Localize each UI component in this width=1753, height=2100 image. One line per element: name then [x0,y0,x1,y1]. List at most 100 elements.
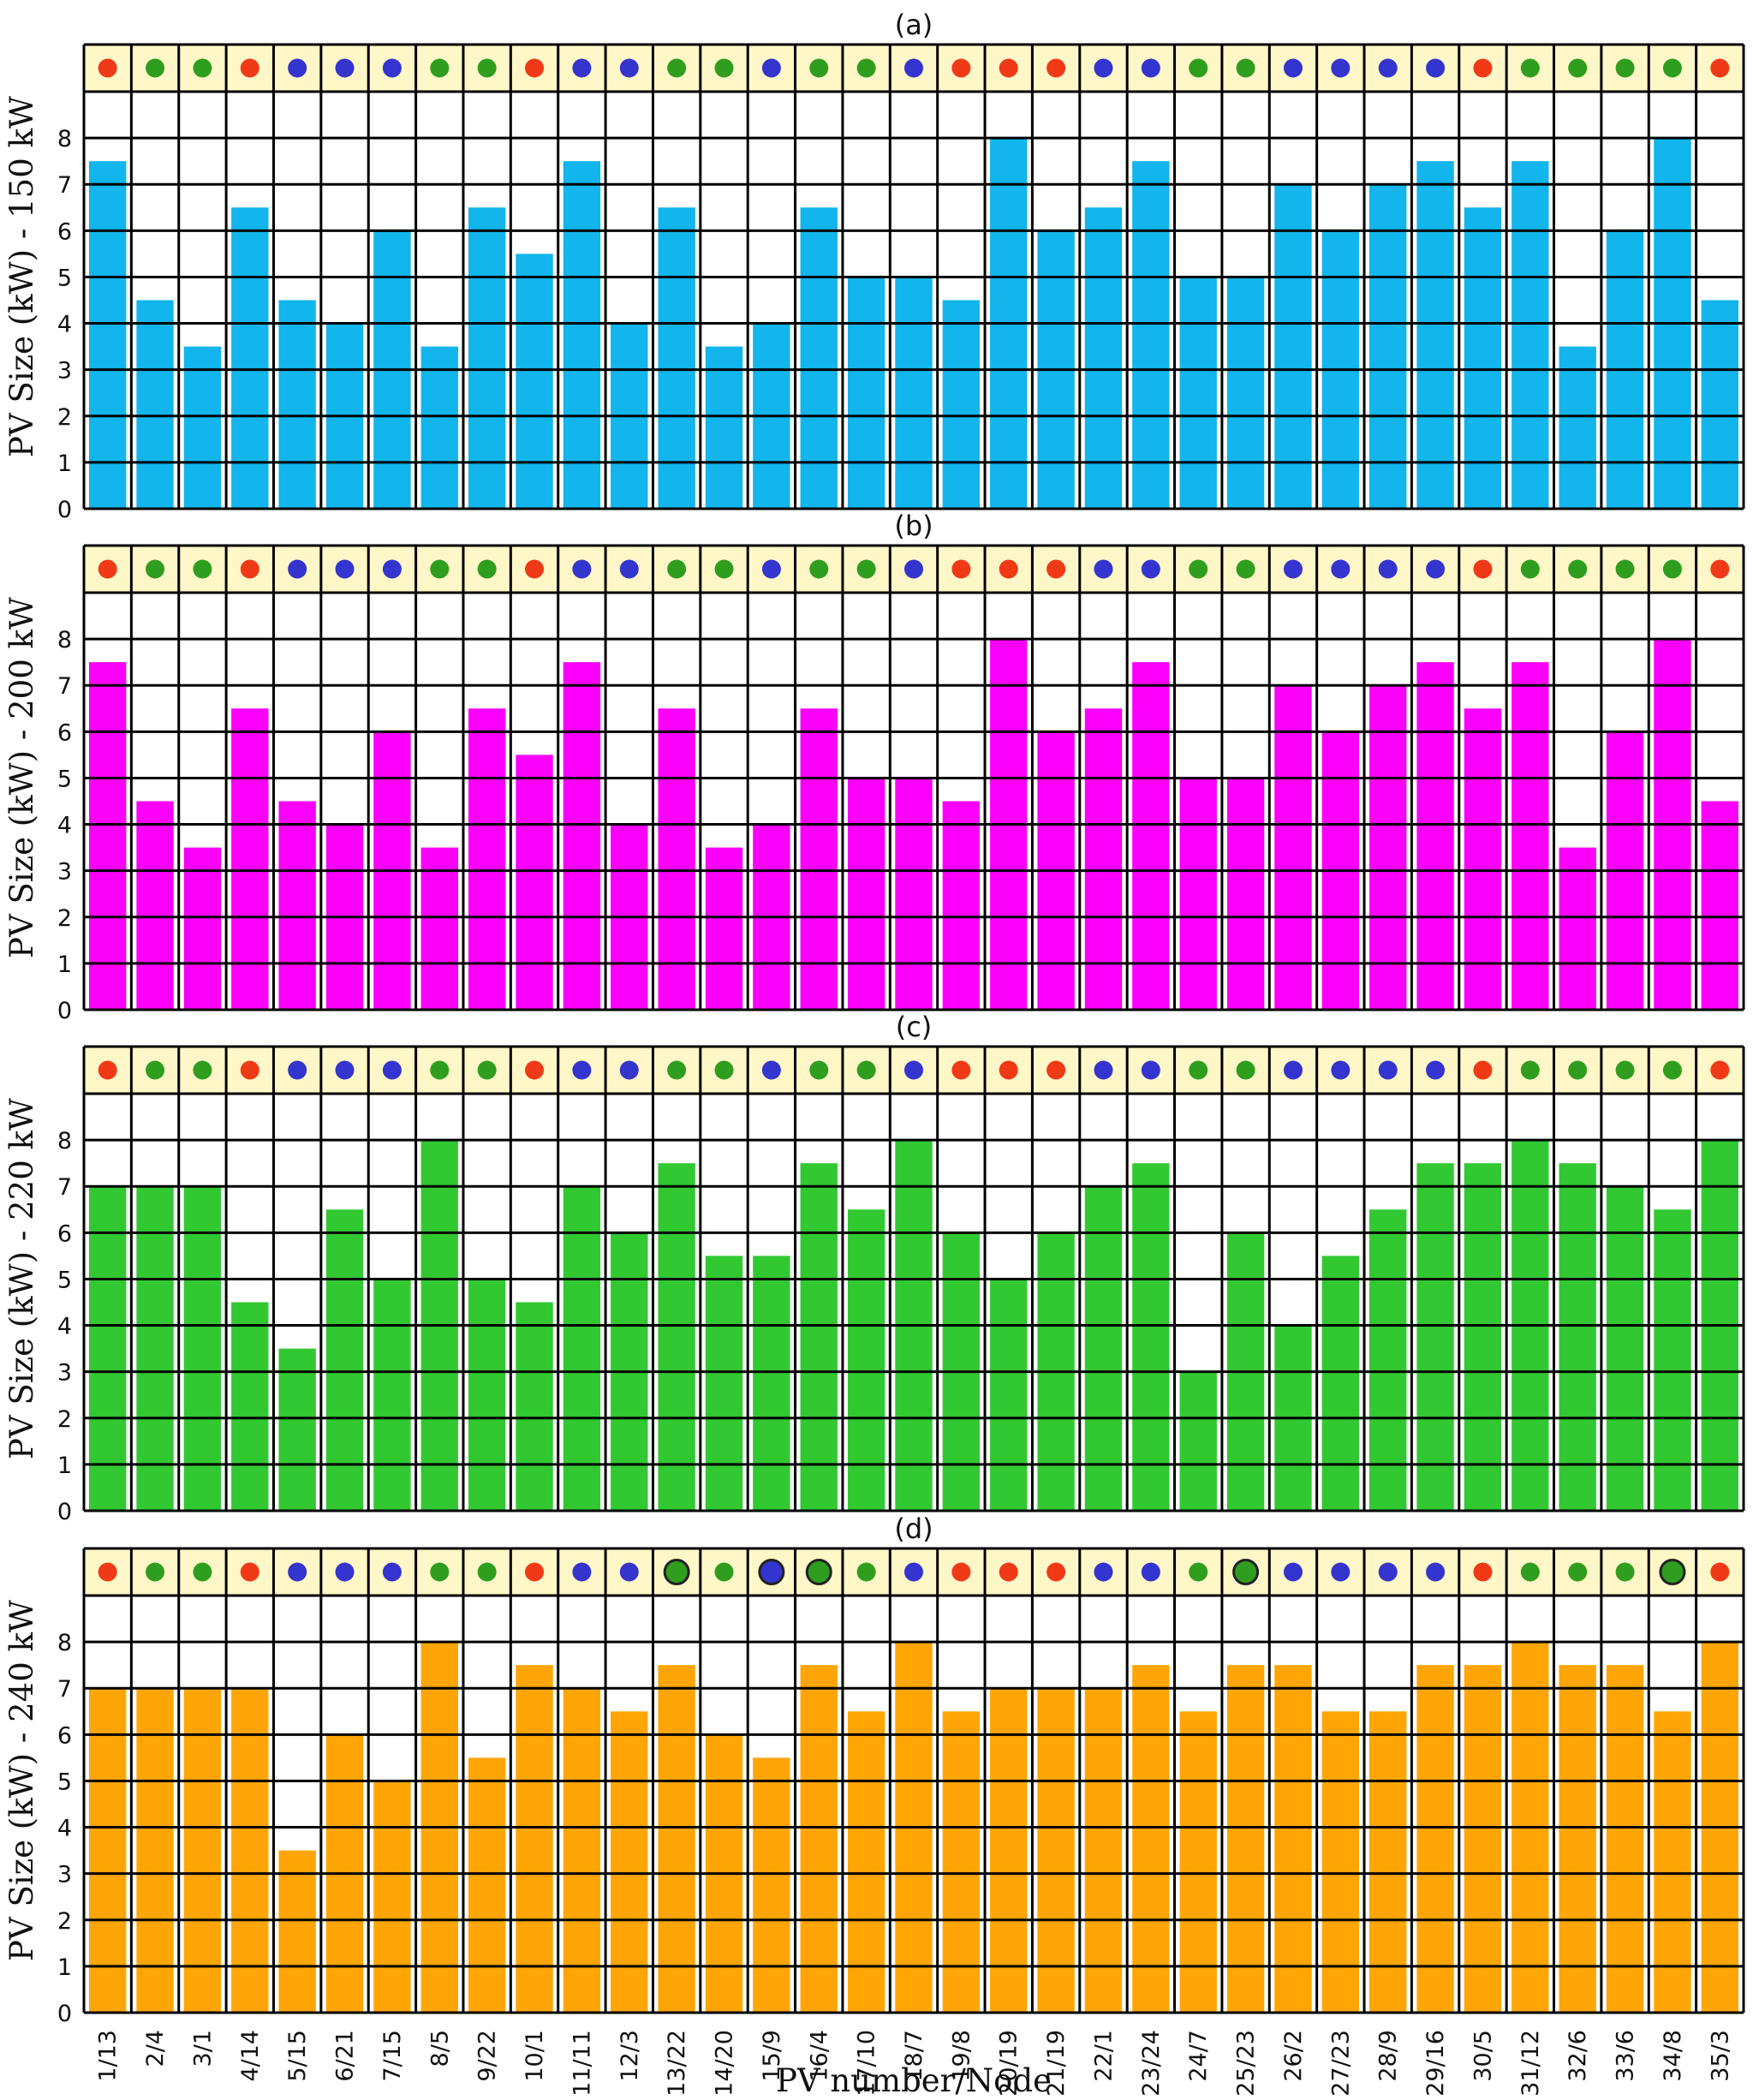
x-tick-label: 23/24 [1138,2030,1165,2097]
phase-marker-blue [1141,1060,1160,1080]
phase-marker-red [999,1060,1018,1080]
x-tick-label: 26/2 [1280,2030,1307,2082]
y-tick-label: 7 [57,673,72,700]
bar-20/19 [990,1688,1028,2013]
bar-22/1 [1084,708,1123,1010]
phase-marker-blue [382,1562,402,1582]
x-tick-label: 15/9 [759,2030,785,2082]
phase-marker-blue [1331,58,1351,78]
phase-marker-blue [288,1060,307,1080]
phase-marker-blue [619,1562,639,1582]
phase-marker-green [430,1060,450,1080]
bar-16/4 [800,1665,838,2013]
x-tick-label: 5/15 [284,2030,311,2082]
bar-13/22 [658,207,695,509]
phase-marker-green [1662,1060,1682,1080]
phase-marker-green [430,559,450,579]
phase-marker-blue [619,58,639,78]
bar-32/6 [1559,346,1596,509]
x-tick-label: 20/19 [996,2030,1023,2097]
x-tick-label: 25/23 [1233,2030,1260,2097]
bar-1/13 [89,161,127,509]
phase-marker-red [1473,1060,1493,1080]
bar-1/13 [89,1186,127,1511]
x-tick-label: 1/13 [95,2030,122,2082]
bar-11/11 [563,1186,601,1511]
phase-marker-red [951,1562,971,1582]
bar-26/2 [1274,685,1312,1010]
phase-marker-red [951,559,971,579]
phase-marker-green [193,1562,212,1582]
phase-marker-blue [904,1060,923,1080]
phase-marker-green [1615,58,1635,78]
bar-2/4 [136,1688,174,2013]
y-tick-label: 6 [57,719,72,746]
phase-marker-blue [572,1060,592,1080]
y-tick-label: 6 [57,218,72,245]
bar-30/5 [1464,1163,1502,1511]
bar-19/8 [942,300,981,509]
phase-marker-green [805,1559,832,1585]
phase-marker-green [146,1060,165,1080]
bar-33/6 [1606,1186,1644,1511]
phase-marker-blue [1283,1562,1303,1582]
bar-29/16 [1416,1163,1454,1511]
phase-marker-red [1710,559,1730,579]
y-axis-label: PV Size (kW) - 150 kW [3,96,40,457]
bar-3/1 [183,847,222,1010]
phase-marker-green [430,58,450,78]
phase-marker-blue [904,559,923,579]
x-tick-label: 19/8 [948,2030,975,2082]
bar-10/1 [516,1665,553,2013]
bar-9/22 [468,1757,506,2013]
bar-14/20 [705,1256,743,1511]
y-tick-label: 1 [57,1954,72,1981]
phase-marker-green [809,58,829,78]
phase-marker-green [1189,58,1208,78]
phase-marker-red [951,58,971,78]
bar-23/24 [1132,1163,1170,1511]
bar-31/12 [1512,662,1549,1010]
phase-marker-red [1046,1060,1066,1080]
bar-24/7 [1179,1371,1217,1511]
x-tick-label: 3/1 [189,2030,216,2067]
x-tick-label: 14/20 [712,2030,738,2097]
bar-10/1 [516,755,553,1010]
phase-marker-blue [1331,559,1351,579]
bar-5/15 [278,1850,316,2013]
bar-22/1 [1084,207,1123,509]
bar-24/7 [1179,778,1217,1010]
phase-marker-green [856,1060,876,1080]
phase-marker-green [1520,58,1540,78]
bar-21/19 [1037,1688,1075,2013]
x-tick-label: 9/22 [474,2030,501,2082]
bar-6/21 [325,1209,364,1511]
phase-marker-green [430,1562,450,1582]
bar-26/2 [1274,184,1312,509]
phase-marker-green [1236,559,1255,579]
phase-marker-green [146,559,165,579]
bar-17/10 [847,1209,885,1511]
y-tick-label: 4 [57,1314,72,1340]
phase-marker-green [193,559,212,579]
phase-marker-blue [382,1060,402,1080]
y-tick-label: 4 [57,312,72,338]
phase-marker-green [1662,559,1682,579]
phase-marker-blue [1331,1060,1351,1080]
phase-marker-blue [1426,1060,1446,1080]
bar-34/8 [1654,1711,1691,2013]
y-tick-label: 3 [57,1360,72,1387]
bar-22/1 [1084,1688,1123,2013]
phase-marker-blue [1378,1562,1398,1582]
phase-marker-red [1473,559,1493,579]
phase-marker-blue [382,559,402,579]
phase-marker-green [714,1562,734,1582]
phase-marker-green [477,559,497,579]
phase-marker-blue [1094,1562,1113,1582]
bar-29/16 [1416,662,1454,1010]
bar-4/14 [231,708,269,1010]
phase-marker-blue [572,58,592,78]
bar-13/22 [658,1665,695,2013]
x-tick-label: 35/3 [1707,2030,1733,2082]
y-tick-label: 5 [57,1769,72,1795]
